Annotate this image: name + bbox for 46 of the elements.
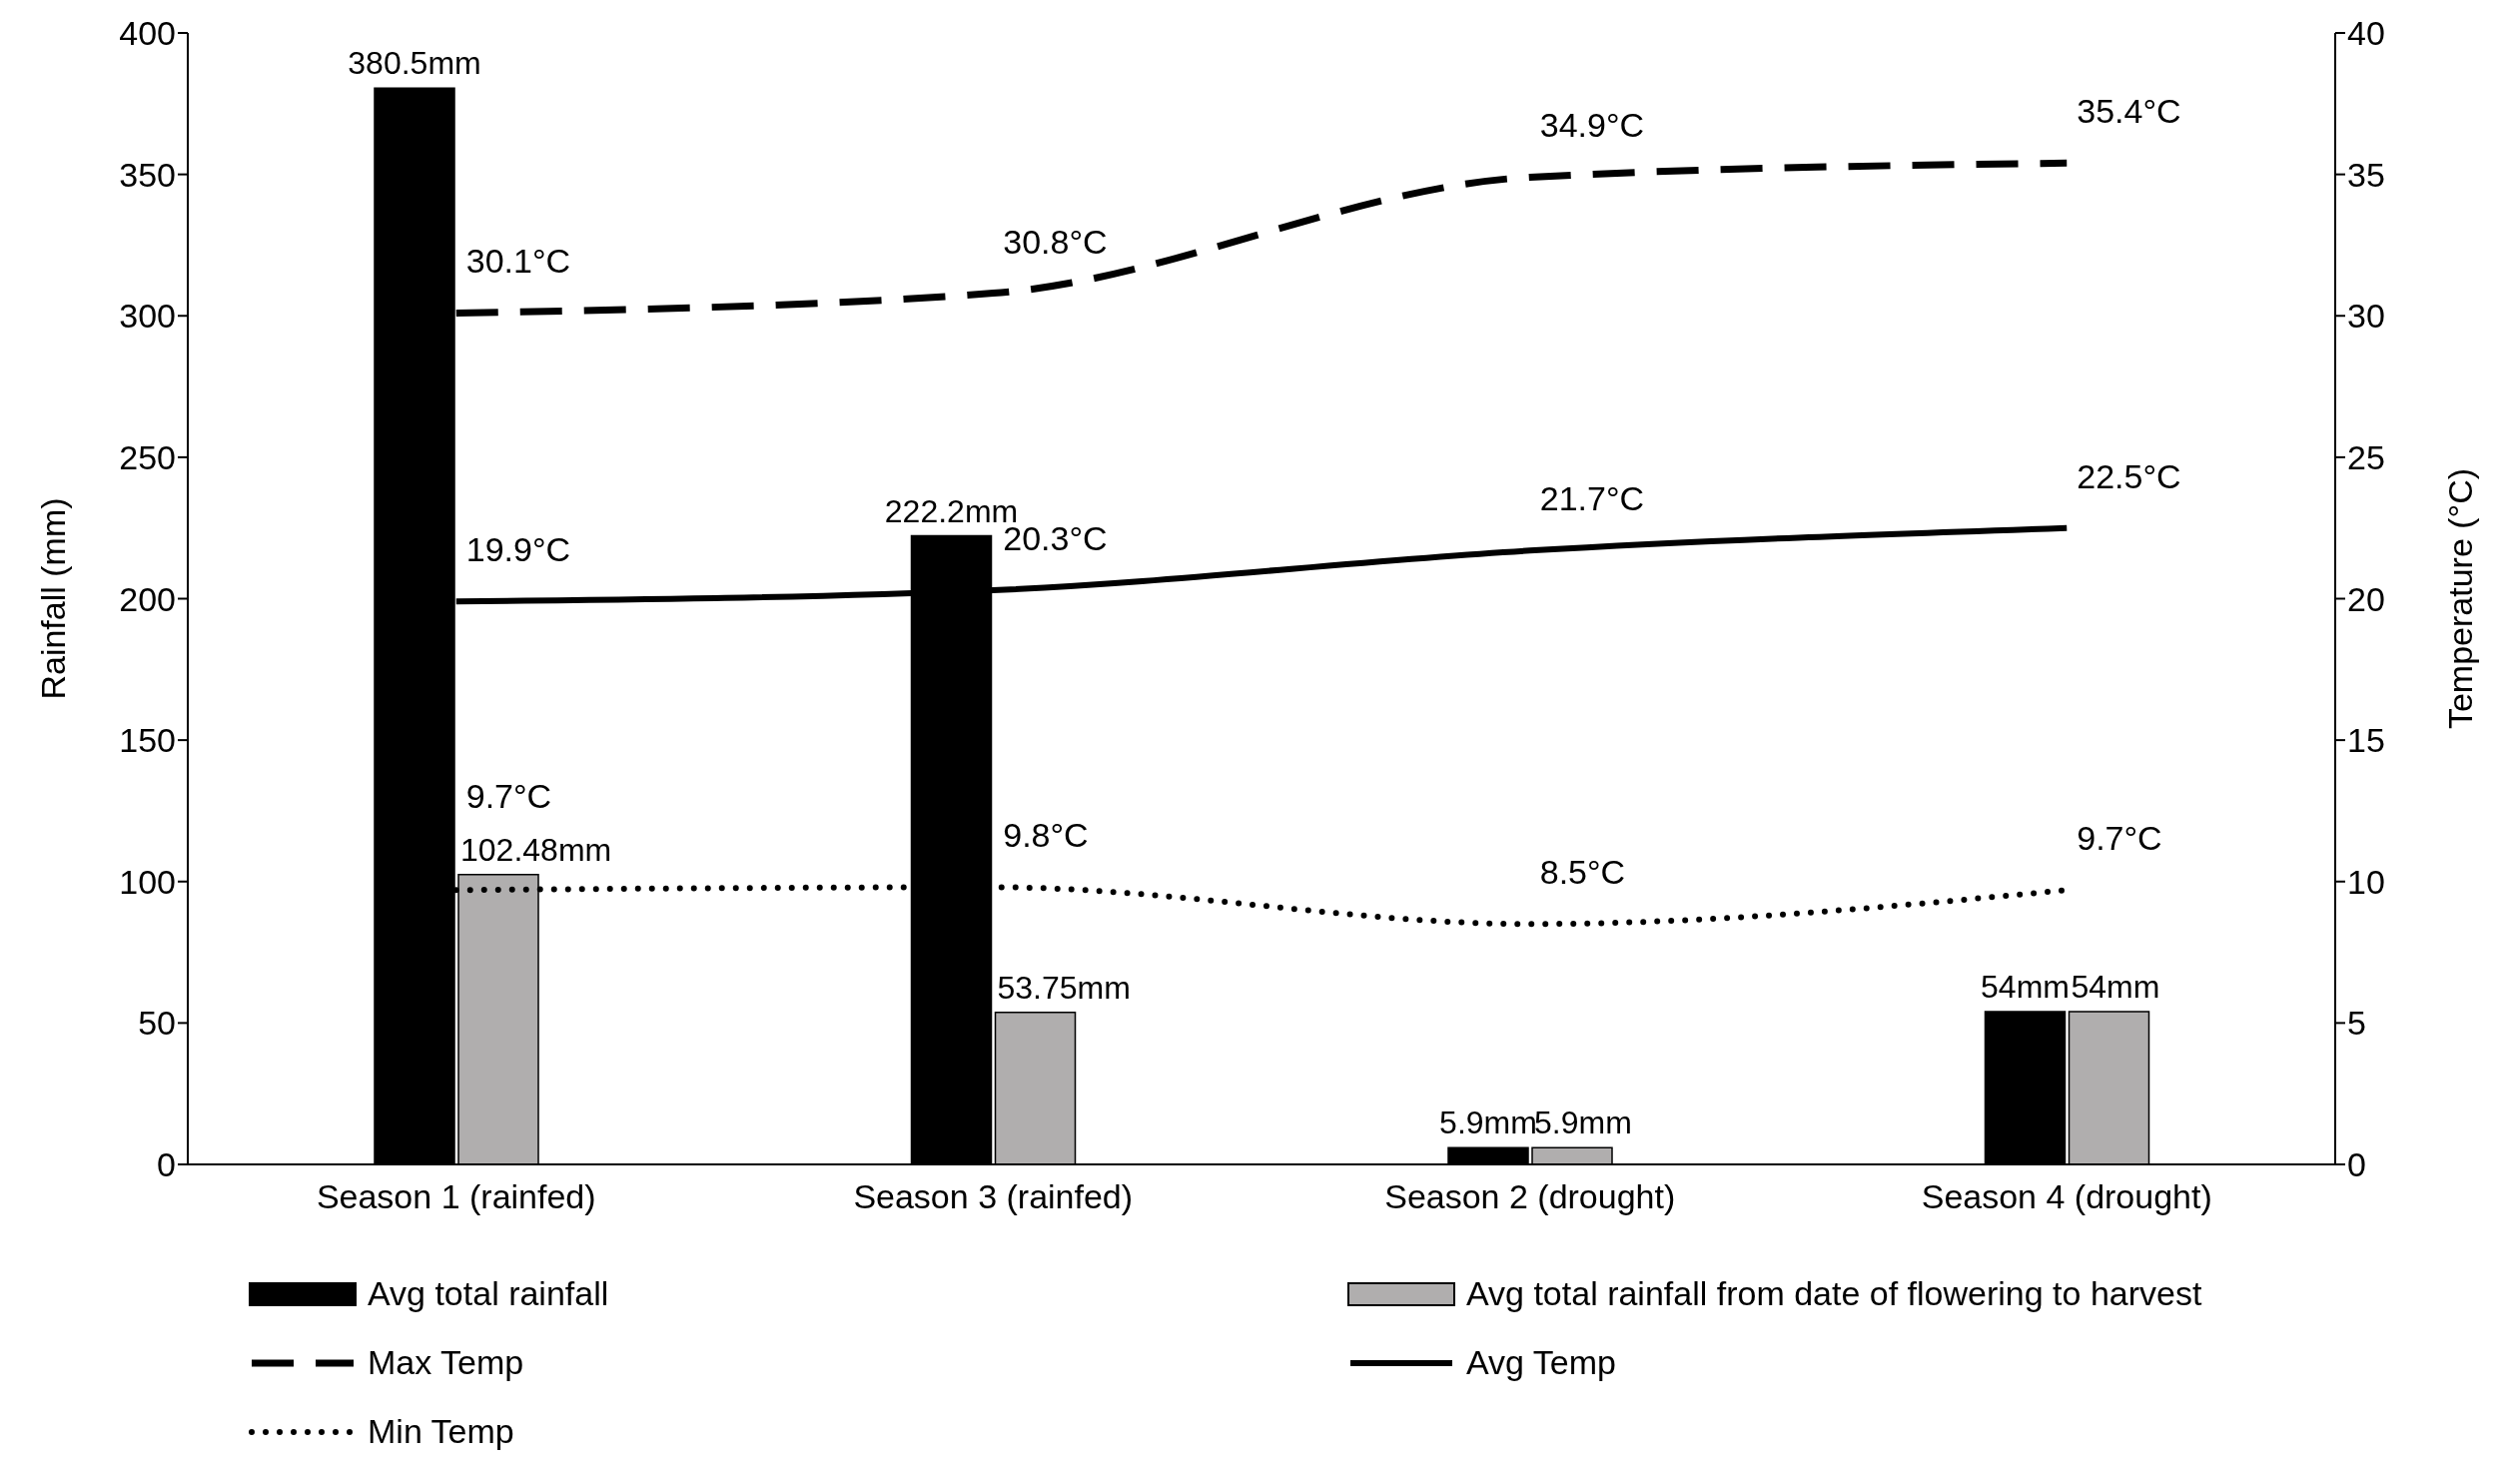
y-tick-label: 300: [119, 297, 176, 336]
y-tick-label: 400: [119, 14, 176, 53]
data-label: 19.9°C: [465, 530, 571, 569]
y-tick-label: 100: [119, 862, 176, 901]
y2-tick-label: 5: [2347, 1004, 2366, 1043]
y2-tick-label: 25: [2347, 437, 2385, 476]
legend-label: Min Temp: [368, 1412, 514, 1451]
data-label: 9.7°C: [465, 777, 552, 816]
data-label: 8.5°C: [1539, 853, 1626, 892]
legend-label: Avg total rainfall from date of flowering to harvest: [1466, 1274, 2202, 1313]
data-label: 53.75mm: [997, 969, 1131, 1006]
x-tick-label: Season 4 (drought): [1921, 1177, 2212, 1216]
y2-tick-label: 15: [2347, 721, 2385, 760]
y2-tick-label: 30: [2347, 297, 2385, 336]
y2-tick-label: 35: [2347, 155, 2385, 194]
data-label: 380.5mm: [348, 45, 481, 82]
data-label: 34.9°C: [1539, 106, 1645, 145]
y-tick-label: 200: [119, 579, 176, 618]
y-tick-label: 0: [157, 1145, 176, 1184]
data-label: 54mm: [1981, 969, 2070, 1006]
x-tick-label: Season 2 (drought): [1384, 1177, 1676, 1216]
y2-tick-label: 40: [2347, 14, 2385, 53]
y2-tick-label: 20: [2347, 579, 2385, 618]
data-label: 9.8°C: [1003, 816, 1089, 855]
x-tick-label: Season 3 (rainfed): [853, 1177, 1134, 1216]
data-label: 35.4°C: [2077, 92, 2181, 131]
y2-tick-label: 0: [2347, 1145, 2366, 1184]
data-label: 30.8°C: [1003, 222, 1108, 261]
y-tick-label: 150: [119, 721, 176, 760]
data-label: 21.7°C: [1539, 479, 1645, 518]
legend-label: Avg Temp: [1466, 1343, 1616, 1382]
data-label: 54mm: [2071, 969, 2160, 1006]
y2-axis-title: Temperature (°C): [2441, 467, 2480, 730]
data-label: 9.7°C: [2077, 819, 2162, 858]
y-tick-label: 50: [138, 1004, 176, 1043]
legend-label: Avg total rainfall: [368, 1274, 609, 1313]
y-tick-label: 250: [119, 437, 176, 476]
data-label: 22.5°C: [2077, 456, 2181, 495]
legend-label: Max Temp: [368, 1343, 524, 1382]
data-label: 102.48mm: [460, 831, 612, 868]
data-label: 5.9mm: [1534, 1104, 1632, 1141]
y2-tick-label: 10: [2347, 862, 2385, 901]
y-tick-label: 350: [119, 155, 176, 194]
x-tick-label: Season 1 (rainfed): [316, 1177, 596, 1216]
y-axis-title: Rainfall (mm): [34, 497, 73, 700]
data-label: 30.1°C: [465, 242, 571, 281]
